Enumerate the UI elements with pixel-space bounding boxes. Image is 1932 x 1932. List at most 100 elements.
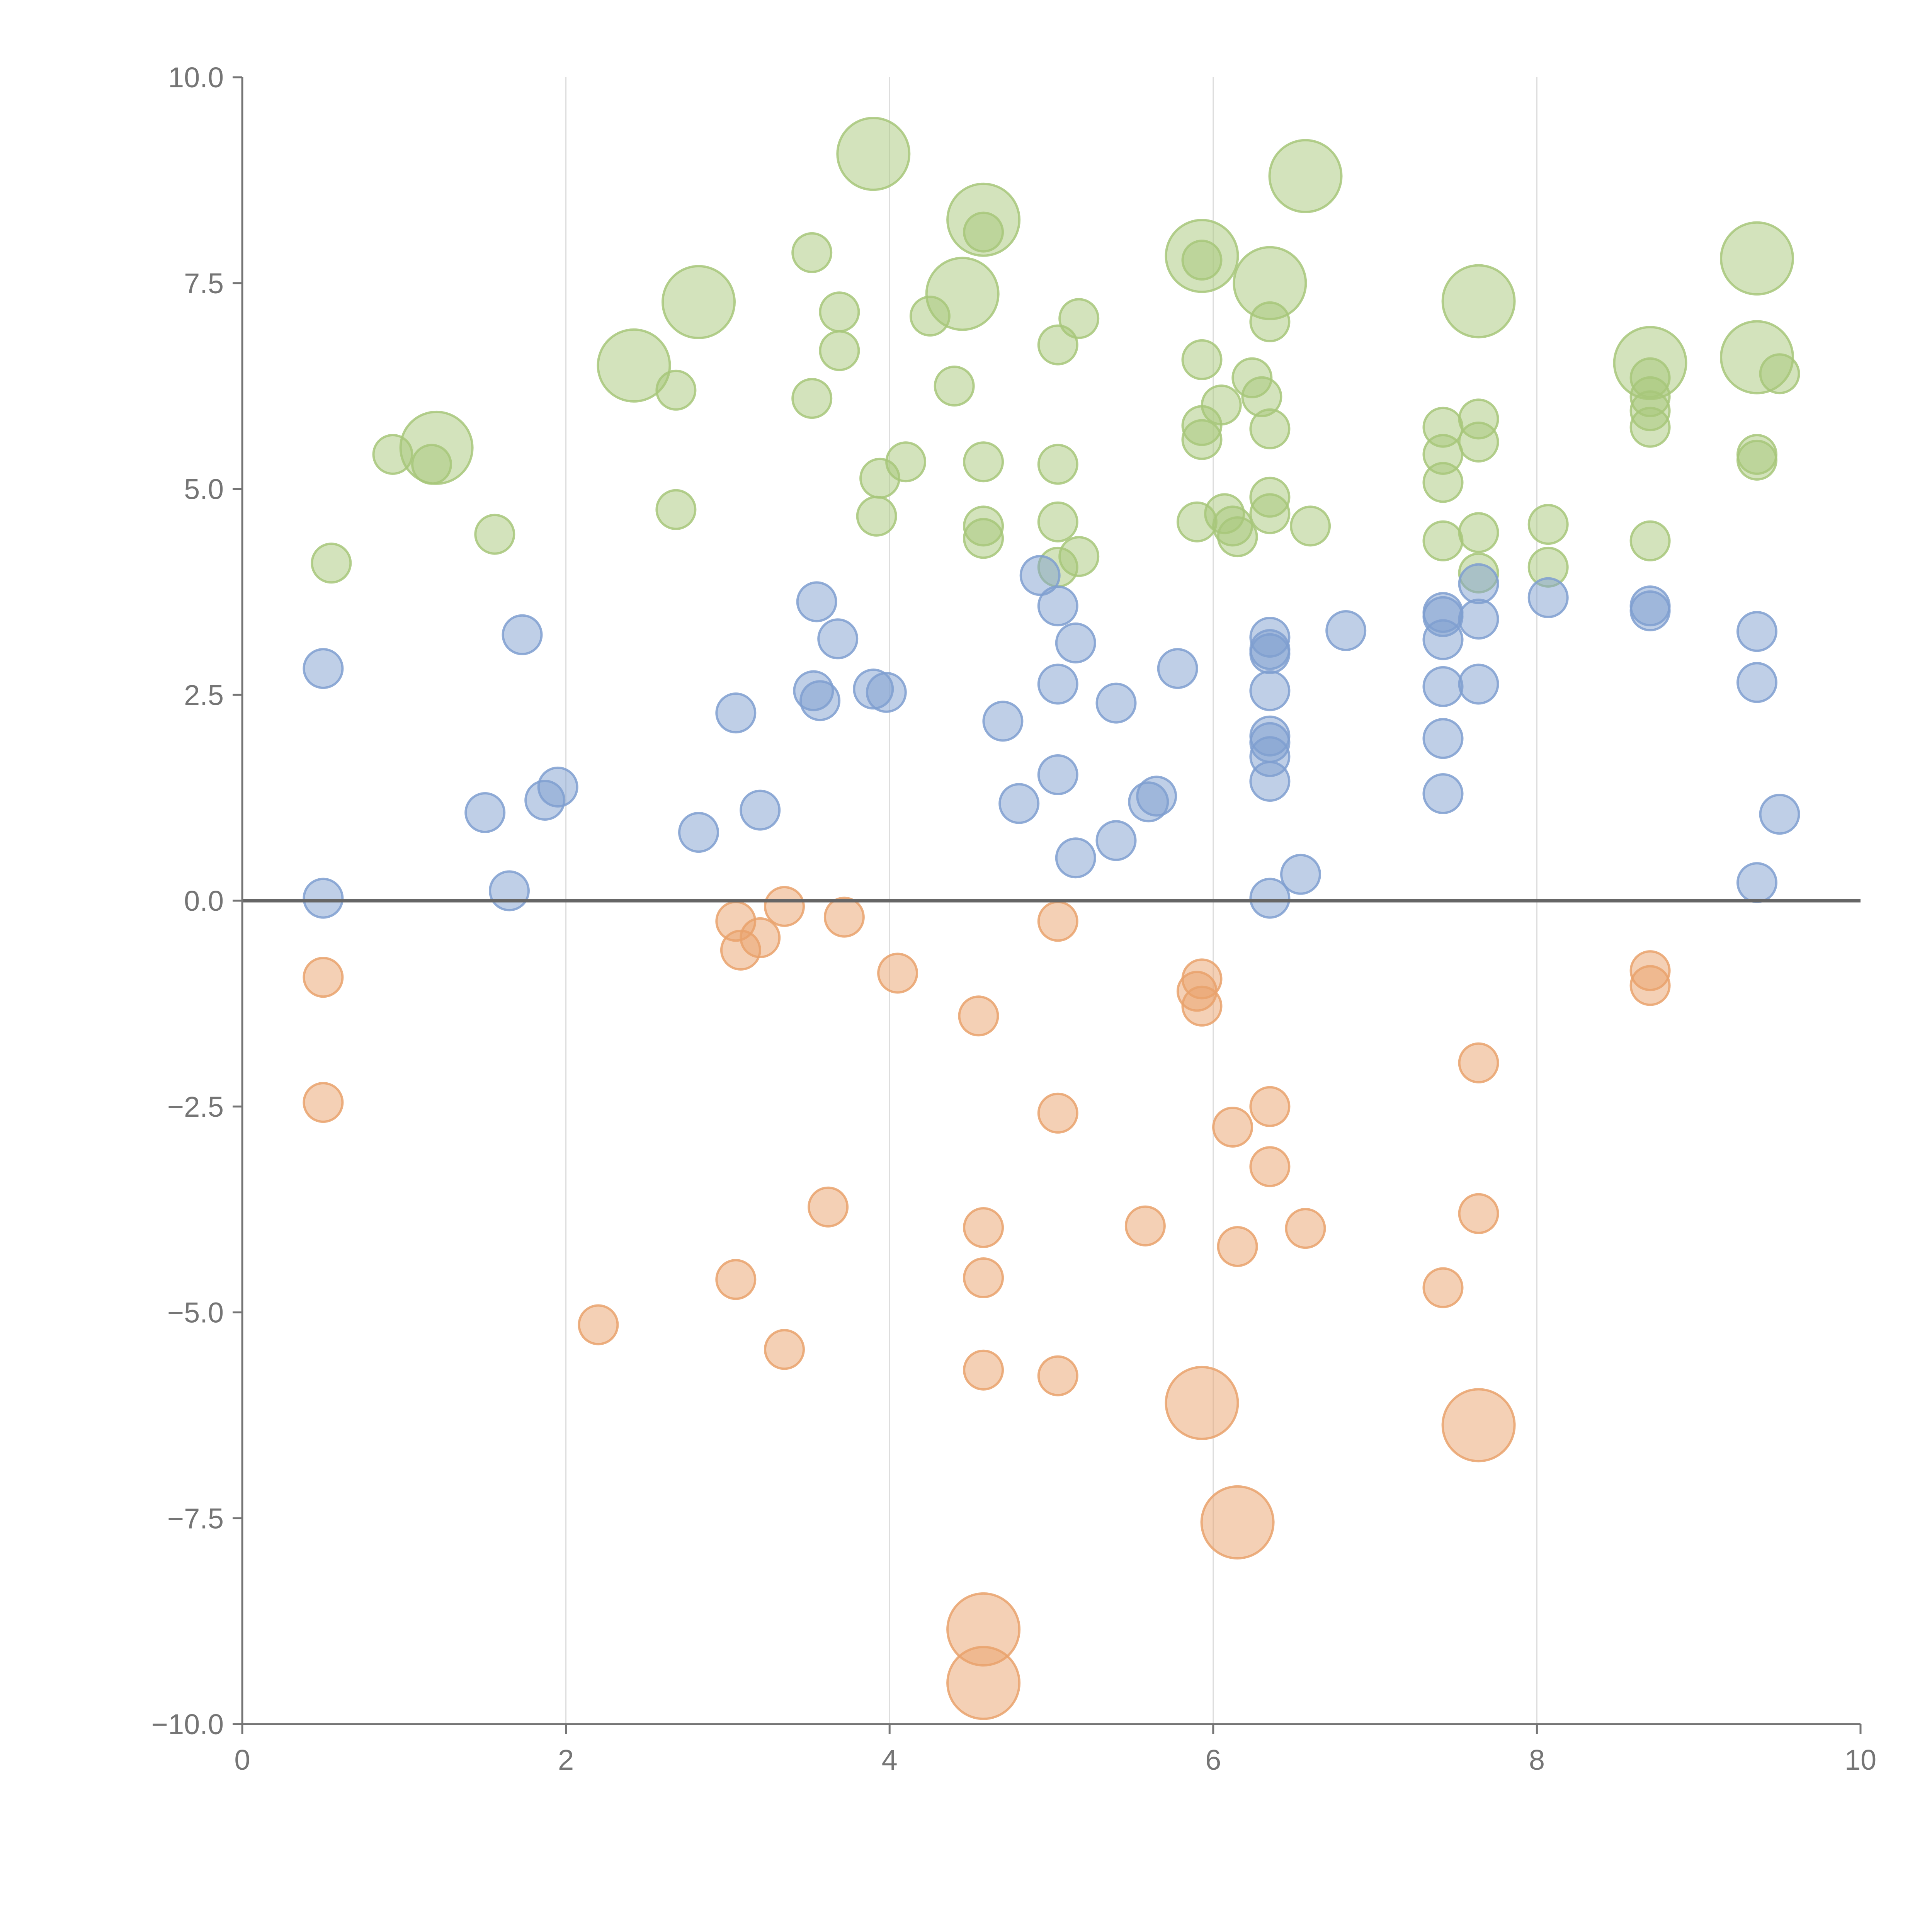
- data-point-high: [819, 291, 860, 333]
- data-point-high: [1527, 504, 1569, 545]
- data-point-low: [303, 1082, 344, 1123]
- data-point-low: [877, 952, 918, 994]
- data-point-high: [1201, 384, 1242, 426]
- data-point-low: [1422, 1267, 1464, 1308]
- data-point-high: [1736, 439, 1777, 481]
- data-point-high: [1249, 493, 1291, 534]
- data-point-mid: [1136, 776, 1177, 817]
- data-point-high: [1181, 240, 1223, 281]
- data-point-mid: [502, 614, 543, 655]
- axes-layer: 10.0 7.5 5.0 2.5 0.0 −2.5 −5.0 −7.5 −10.0 0 2 4 6 8 10: [151, 61, 1876, 1776]
- data-point-low: [963, 1349, 1004, 1391]
- data-point-low: [303, 957, 344, 998]
- data-point-low: [946, 1646, 1021, 1720]
- data-point-mid: [1325, 610, 1367, 651]
- data-point-high: [791, 232, 833, 273]
- data-point-high: [963, 211, 1004, 253]
- data-point-mid: [1019, 555, 1061, 596]
- x-tick-label: 2: [558, 1744, 574, 1776]
- data-point-high: [963, 518, 1004, 559]
- data-point-high: [1249, 301, 1291, 342]
- data-point-high: [597, 328, 671, 403]
- data-point-low: [1249, 1086, 1291, 1127]
- data-point-mid: [1055, 837, 1096, 879]
- data-point-low: [823, 896, 865, 938]
- data-point-mid: [1458, 563, 1499, 604]
- data-point-mid: [866, 672, 907, 713]
- data-point-low: [1124, 1205, 1166, 1247]
- data-point-low: [764, 886, 805, 927]
- data-point-mid: [1422, 718, 1464, 759]
- data-point-high: [1458, 512, 1499, 553]
- data-point-low: [1285, 1208, 1326, 1249]
- data-point-low: [1165, 1366, 1239, 1440]
- data-point-low: [1629, 965, 1671, 1006]
- data-point-low: [740, 917, 781, 958]
- data-point-low: [958, 995, 999, 1037]
- data-point-low: [963, 1257, 1004, 1298]
- data-point-high: [934, 366, 975, 407]
- data-point-high: [1181, 419, 1223, 460]
- data-point-mid: [796, 581, 837, 622]
- data-point-mid: [1527, 577, 1569, 618]
- data-point-mid: [998, 783, 1040, 824]
- data-point-mid: [1422, 666, 1464, 707]
- data-point-mid: [1458, 599, 1499, 640]
- data-point-high: [1422, 520, 1464, 561]
- data-point-mid: [1095, 682, 1137, 724]
- data-point-low: [1212, 1107, 1253, 1148]
- data-point-low: [1249, 1146, 1291, 1187]
- data-point-high: [836, 117, 911, 191]
- data-point-mid: [1249, 761, 1291, 802]
- data-point-high: [925, 257, 1000, 331]
- data-point-mid: [1736, 862, 1777, 903]
- data-point-high: [963, 441, 1004, 483]
- data-point-mid: [678, 812, 719, 853]
- y-tick-label: −10.0: [151, 1708, 224, 1740]
- data-point-mid: [464, 792, 506, 833]
- data-point-low: [1037, 1092, 1078, 1134]
- data-point-low: [764, 1329, 805, 1370]
- data-point-high: [1422, 462, 1464, 503]
- y-tick-label: 0.0: [184, 885, 224, 917]
- data-point-high: [1058, 536, 1100, 577]
- data-point-high: [411, 444, 452, 485]
- data-point-high: [662, 265, 736, 339]
- data-point-mid: [1458, 663, 1499, 705]
- data-point-mid: [982, 701, 1024, 742]
- data-point-high: [655, 489, 697, 530]
- points-layer: [303, 117, 1800, 1720]
- data-point-high: [1249, 408, 1291, 449]
- data-point-mid: [1055, 622, 1096, 663]
- data-point-low: [1458, 1042, 1499, 1083]
- data-point-mid: [740, 789, 781, 831]
- data-point-low: [1458, 1193, 1499, 1234]
- data-point-low: [1037, 901, 1078, 942]
- data-point-high: [791, 378, 833, 419]
- data-point-high: [1720, 221, 1794, 296]
- data-point-low: [1037, 1355, 1078, 1396]
- data-point-mid: [1759, 794, 1800, 835]
- x-tick-label: 10: [1845, 1744, 1876, 1776]
- y-tick-label: 5.0: [184, 473, 224, 505]
- data-point-high: [1058, 298, 1100, 339]
- data-point-mid: [1157, 648, 1198, 689]
- data-point-high: [474, 514, 515, 555]
- data-point-mid: [1422, 619, 1464, 660]
- data-point-high: [856, 495, 897, 537]
- data-point-mid: [799, 680, 841, 721]
- data-point-high: [1181, 339, 1223, 380]
- data-point-low: [808, 1186, 849, 1228]
- data-point-mid: [1249, 670, 1291, 711]
- data-point-mid: [1280, 854, 1321, 895]
- data-point-high: [1629, 406, 1671, 448]
- data-point-high: [1037, 501, 1078, 543]
- data-point-mid: [1422, 773, 1464, 814]
- x-tick-label: 8: [1529, 1744, 1545, 1776]
- x-tick-label: 4: [882, 1744, 898, 1776]
- x-tick-label: 0: [234, 1744, 250, 1776]
- data-point-high: [311, 543, 352, 584]
- y-tick-label: 2.5: [184, 679, 224, 711]
